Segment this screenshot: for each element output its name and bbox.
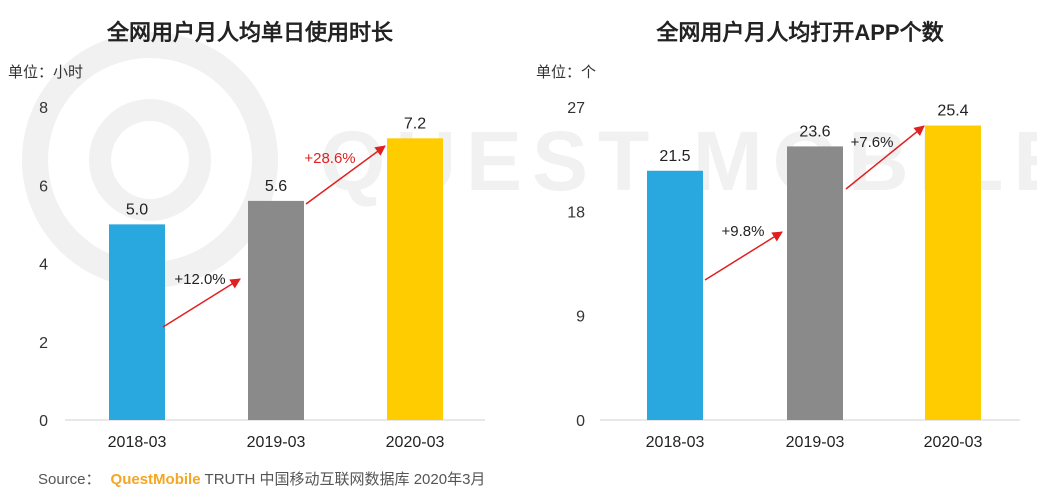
unit-label: 单位：个 (536, 64, 596, 81)
x-tick-label: 2019-03 (247, 434, 306, 451)
growth-arrows: +12.0% +28.6% (162, 145, 386, 328)
bar-2019-03 (248, 200, 304, 420)
source-label: Source： (38, 471, 101, 488)
chart-title: 全网用户月人均单日使用时长 (106, 20, 394, 45)
growth-arrow (845, 125, 925, 190)
growth-arrow (162, 278, 241, 328)
y-tick-label: 0 (39, 413, 48, 430)
data-label: 5.0 (126, 201, 148, 218)
x-axis: 2018-03 2019-03 2020-03 (646, 434, 983, 451)
data-label: 7.2 (404, 115, 426, 132)
bars: 5.0 5.6 7.2 (109, 115, 443, 421)
source-brand: QuestMobile (110, 471, 201, 488)
data-label: 25.4 (937, 103, 968, 120)
watermark-inner-ring-icon (89, 99, 211, 221)
bar-2018-03 (109, 224, 165, 420)
y-tick-label: 18 (567, 204, 585, 221)
y-axis: 0 2 4 6 8 (39, 100, 48, 430)
growth-arrows: +9.8% +7.6% (704, 125, 925, 281)
y-axis: 0 9 18 27 (567, 100, 585, 430)
x-tick-label: 2018-03 (646, 434, 705, 451)
growth-label: +12.0% (174, 271, 225, 288)
growth-label: +28.6% (304, 150, 355, 167)
growth-arrow (704, 231, 783, 281)
y-tick-label: 6 (39, 178, 48, 195)
growth-label: +7.6% (851, 134, 894, 151)
source-text: TRUTH 中国移动互联网数据库 2020年3月 (204, 471, 486, 488)
chart-daily-usage: 全网用户月人均单日使用时长 单位：小时 0 2 4 6 8 5.0 5.6 7.2 2018… (8, 20, 485, 451)
bar-2018-03 (647, 170, 703, 420)
y-tick-label: 9 (576, 309, 585, 326)
growth-arrow (305, 145, 386, 205)
x-tick-label: 2019-03 (786, 434, 845, 451)
source-line: Source： QuestMobile TRUTH 中国移动互联网数据库 2020年… (38, 468, 485, 489)
bar-2019-03 (787, 146, 843, 421)
growth-label: +9.8% (722, 223, 765, 240)
y-tick-label: 27 (567, 100, 585, 117)
x-tick-label: 2018-03 (108, 434, 167, 451)
y-tick-label: 4 (39, 257, 48, 274)
chart-title: 全网用户月人均打开APP个数 (655, 20, 944, 45)
y-tick-label: 0 (576, 413, 585, 430)
bars: 21.5 23.6 25.4 (647, 103, 981, 421)
bar-2020-03 (387, 138, 443, 421)
y-tick-label: 2 (39, 335, 48, 352)
bar-2020-03 (925, 125, 981, 420)
data-label: 23.6 (799, 123, 830, 140)
y-tick-label: 8 (39, 100, 48, 117)
x-axis: 2018-03 2019-03 2020-03 (108, 434, 445, 451)
x-tick-label: 2020-03 (386, 434, 445, 451)
x-tick-label: 2020-03 (924, 434, 983, 451)
data-label: 21.5 (659, 148, 690, 165)
data-label: 5.6 (265, 178, 287, 195)
unit-label: 单位：小时 (8, 64, 83, 81)
